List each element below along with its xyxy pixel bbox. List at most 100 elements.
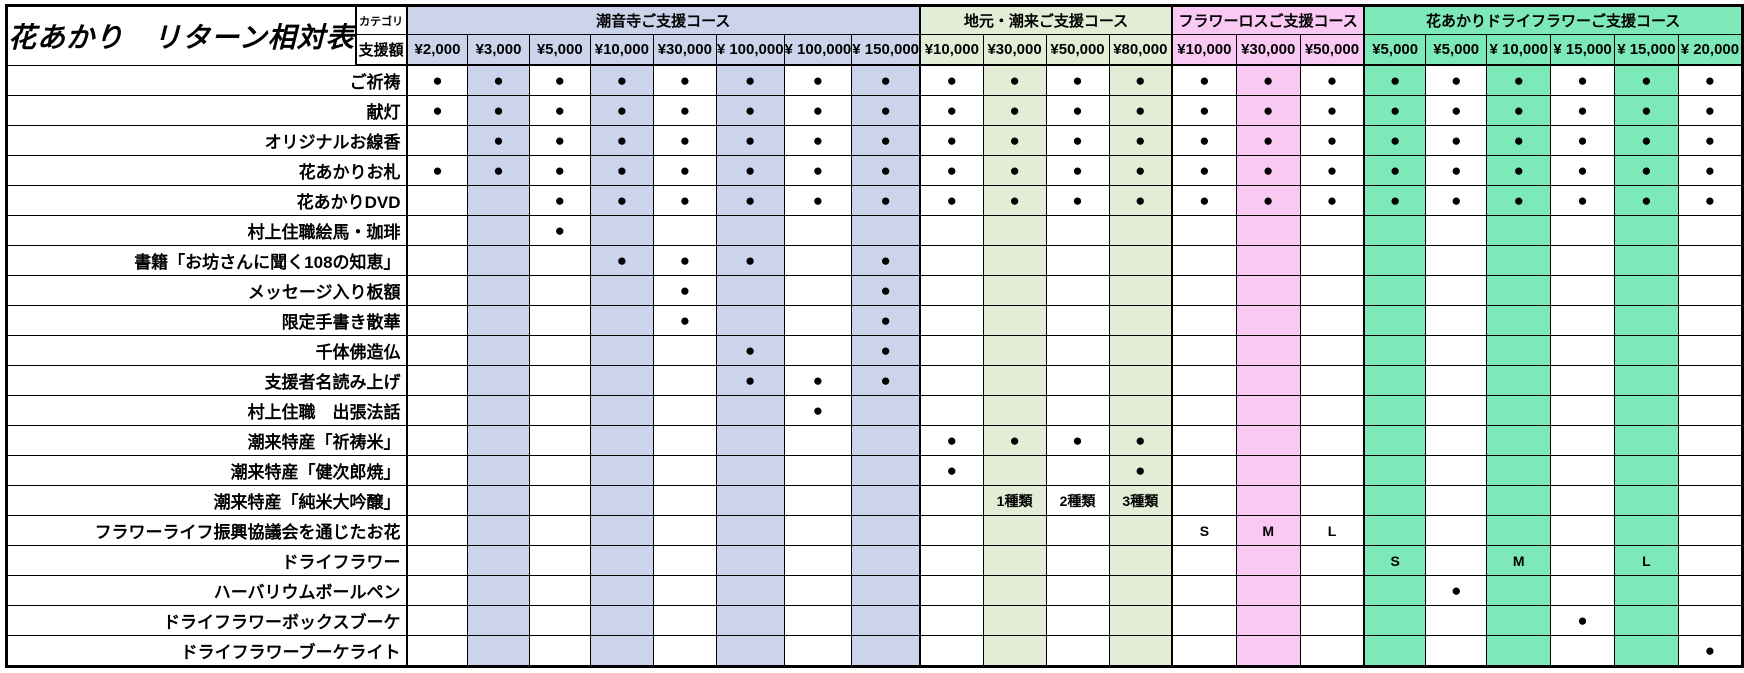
dot-cell: ●: [715, 245, 785, 276]
matrix-cell: [1550, 485, 1615, 516]
matrix-cell: [1486, 215, 1552, 246]
matrix-cell: [1613, 395, 1679, 426]
matrix-cell: [1108, 515, 1173, 546]
matrix-cell: [982, 365, 1047, 396]
matrix-cell: [1677, 605, 1744, 636]
matrix-cell: [982, 395, 1047, 426]
matrix-cell: [715, 275, 785, 306]
matrix-cell: [467, 485, 530, 516]
matrix-cell: [1425, 515, 1488, 546]
matrix-cell: [1235, 245, 1301, 276]
matrix-cell: [783, 275, 853, 306]
matrix-cell: [982, 605, 1047, 636]
matrix-cell: [1171, 425, 1237, 456]
matrix-cell: [919, 515, 984, 546]
matrix-cell: [467, 305, 530, 336]
matrix-cell: [589, 365, 654, 396]
matrix-cell: [851, 485, 921, 516]
matrix-cell: [589, 275, 654, 306]
matrix-cell: [919, 335, 984, 366]
dot-cell: ●: [1045, 425, 1110, 456]
dot-cell: ●: [1550, 95, 1615, 126]
matrix-cell: [1299, 215, 1365, 246]
dot-cell: ●: [1108, 95, 1173, 126]
matrix-cell: [589, 545, 654, 576]
dot-cell: ●: [405, 95, 469, 126]
matrix-cell: [783, 545, 853, 576]
matrix-cell: [919, 605, 984, 636]
dot-cell: ●: [1613, 125, 1679, 156]
matrix-cell: [1045, 215, 1110, 246]
matrix-cell: [1299, 365, 1365, 396]
matrix-cell: [467, 365, 530, 396]
matrix-cell: [1299, 455, 1365, 486]
matrix-cell: [1363, 335, 1427, 366]
matrix-cell: [589, 215, 654, 246]
matrix-cell: [1235, 485, 1301, 516]
matrix-cell: [405, 125, 469, 156]
matrix-cell: [1425, 335, 1488, 366]
dot-cell: ●: [715, 365, 785, 396]
matrix-cell: [589, 515, 654, 546]
dot-cell: ●: [1299, 155, 1365, 186]
dot-cell: ●: [783, 365, 853, 396]
dot-cell: ●: [1171, 185, 1237, 216]
table-body: ご祈祷 ● ● ● ● ● ● ● ● ● ● ● ● ● ● ● ● ● ● ● ● ● 献灯 ● ● ● ● ● ● ● ● ● ● ● ● ● ●…: [5, 64, 1744, 667]
matrix-cell: [528, 455, 591, 486]
dot-cell: ●: [919, 125, 984, 156]
matrix-cell: [1550, 245, 1615, 276]
matrix-cell: [1425, 245, 1488, 276]
matrix-cell: [1425, 425, 1488, 456]
matrix-cell: [1677, 365, 1744, 396]
dot-cell: ●: [1171, 64, 1237, 96]
dot-cell: ●: [528, 125, 591, 156]
matrix-cell: [1677, 425, 1744, 456]
dot-cell: ●: [919, 455, 984, 486]
dot-cell: ●: [1677, 185, 1744, 216]
table-row: ハーバリウムボールペン ●: [5, 575, 1744, 606]
matrix-cell: [652, 485, 717, 516]
dot-cell: ●: [982, 125, 1047, 156]
matrix-cell: [652, 365, 717, 396]
matrix-cell: [652, 215, 717, 246]
dot-cell: ●: [652, 125, 717, 156]
dot-cell: ●: [1425, 185, 1488, 216]
matrix-cell: [1235, 425, 1301, 456]
dot-cell: ●: [1045, 125, 1110, 156]
dot-cell: ●: [1363, 125, 1427, 156]
matrix-cell: [652, 335, 717, 366]
table-row: 書籍「お坊さんに聞く108の知恵」 ● ● ● ●: [5, 245, 1744, 276]
matrix-cell: [1486, 365, 1552, 396]
matrix-cell: [783, 455, 853, 486]
matrix-cell: [467, 275, 530, 306]
row-label: 限定手書き散華: [5, 305, 408, 336]
matrix-cell: [1171, 455, 1237, 486]
price-cell: ¥ 100,000: [715, 34, 785, 66]
matrix-cell: [1613, 515, 1679, 546]
return-matrix-table: 花あかり リターン相対表 カテゴリ 潮音寺ご支援コース 地元・潮来ご支援コース フラワー…: [5, 4, 1744, 668]
matrix-cell: [851, 545, 921, 576]
matrix-cell: [919, 395, 984, 426]
matrix-cell: [405, 515, 469, 546]
dot-cell: ●: [589, 64, 654, 96]
matrix-cell: [783, 485, 853, 516]
matrix-cell: [1171, 335, 1237, 366]
matrix-cell: [1613, 425, 1679, 456]
dot-cell: ●: [851, 64, 921, 96]
matrix-cell: [715, 455, 785, 486]
matrix-cell: [1299, 245, 1365, 276]
price-cell: ¥ 15,000: [1550, 34, 1615, 66]
dot-cell: ●: [1363, 95, 1427, 126]
matrix-cell: [467, 185, 530, 216]
matrix-cell: [1677, 575, 1744, 606]
matrix-cell: [467, 395, 530, 426]
table-row: 潮来特産「健次郎焼」 ● ●: [5, 455, 1744, 486]
matrix-cell: [1108, 305, 1173, 336]
price-cell: ¥30,000: [652, 34, 717, 66]
dot-cell: ●: [1550, 125, 1615, 156]
matrix-cell: [715, 485, 785, 516]
row-label: ドライフラワー: [5, 545, 408, 576]
matrix-cell: [1486, 635, 1552, 667]
price-cell: ¥30,000: [982, 34, 1047, 66]
matrix-cell: [1550, 515, 1615, 546]
